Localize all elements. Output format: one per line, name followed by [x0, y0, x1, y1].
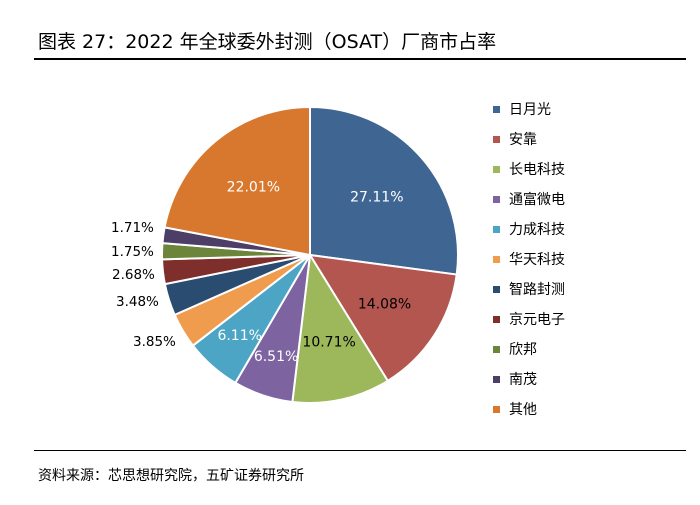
legend-label: 京元电子 — [509, 312, 565, 328]
legend-item: 南茂 — [493, 364, 565, 394]
legend-swatch — [493, 195, 500, 203]
data-label-3: 6.51% — [254, 349, 298, 365]
data-label-4: 6.11% — [217, 328, 261, 344]
source-note: 资料来源：芯思想研究院，五矿证券研究所 — [38, 468, 304, 484]
pie-slice-1 — [308, 253, 458, 383]
legend-label: 通富微电 — [509, 192, 565, 208]
legend-swatch — [493, 405, 500, 413]
legend-item: 京元电子 — [493, 304, 565, 334]
data-label-0: 27.11% — [350, 190, 403, 206]
legend-swatch — [493, 135, 500, 143]
legend-label: 华天科技 — [509, 252, 565, 268]
legend-label: 长电科技 — [509, 162, 565, 178]
pie-slice-2 — [291, 252, 390, 404]
data-label-2: 10.71% — [302, 335, 355, 351]
legend-label: 力成科技 — [509, 222, 565, 238]
legend-swatch — [493, 225, 500, 233]
chart-title: 图表 27：2022 年全球委外封测（OSAT）厂商市占率 — [38, 31, 497, 53]
legend-item: 日月光 — [493, 94, 565, 124]
legend-swatch — [493, 105, 500, 113]
data-label-8: 1.75% — [111, 244, 154, 260]
pie-chart: 27.11% 14.08% 10.71%6.51% 6.11% 22.01% — [161, 105, 459, 404]
legend-label: 智路封测 — [509, 282, 565, 298]
legend: 日月光安靠长电科技通富微电力成科技华天科技智路封测京元电子欣邦南茂其他 — [493, 94, 565, 424]
data-label-10: 22.01% — [227, 180, 280, 196]
legend-swatch — [493, 375, 500, 383]
legend-item: 欣邦 — [493, 334, 565, 364]
legend-label: 其他 — [509, 402, 537, 418]
legend-item: 长电科技 — [493, 154, 565, 184]
legend-swatch — [493, 255, 500, 263]
legend-swatch — [493, 345, 500, 353]
source-divider — [34, 450, 686, 451]
legend-item: 力成科技 — [493, 214, 565, 244]
pie-slice-10 — [163, 105, 311, 257]
legend-item: 安靠 — [493, 124, 565, 154]
data-label-6: 3.48% — [116, 294, 159, 310]
legend-swatch — [493, 285, 500, 293]
legend-label: 日月光 — [509, 102, 551, 118]
data-label-9: 1.71% — [111, 220, 154, 236]
legend-swatch — [493, 165, 500, 173]
legend-label: 欣邦 — [509, 342, 537, 358]
legend-label: 南茂 — [509, 372, 537, 388]
legend-label: 安靠 — [509, 132, 537, 148]
legend-item: 其他 — [493, 394, 565, 424]
title-divider — [34, 58, 686, 60]
data-label-7: 2.68% — [112, 267, 155, 283]
data-label-5: 3.85% — [133, 334, 176, 350]
legend-item: 华天科技 — [493, 244, 565, 274]
pie-slice-0 — [309, 105, 459, 276]
legend-item: 通富微电 — [493, 184, 565, 214]
legend-item: 智路封测 — [493, 274, 565, 304]
legend-swatch — [493, 315, 500, 323]
data-label-1: 14.08% — [358, 296, 411, 312]
